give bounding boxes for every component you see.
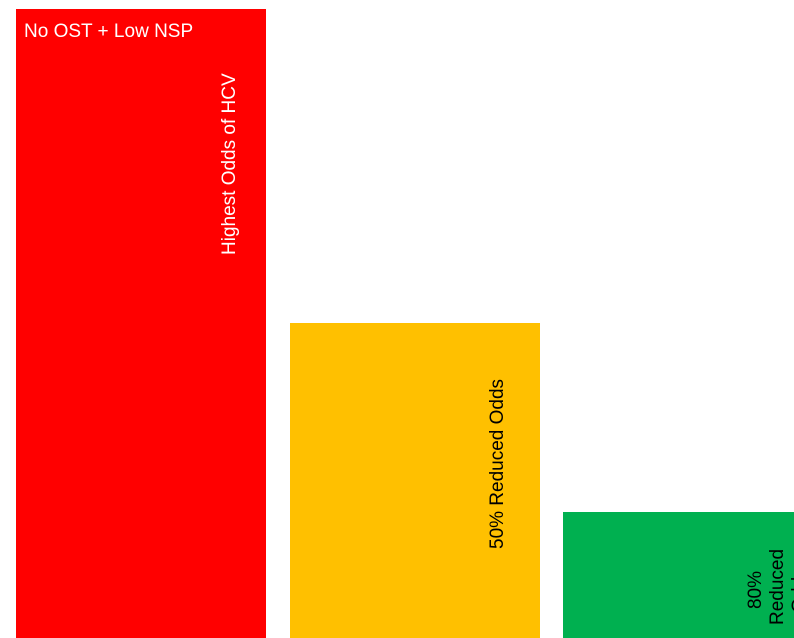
bar-3: 80% Reduced Odds: [563, 512, 794, 638]
bar-3-annotation: 80% Reduced Odds: [745, 548, 794, 625]
bar-1: No OST + Low NSP Highest Odds of HCV: [16, 9, 266, 638]
bar-1-category-label: No OST + Low NSP: [24, 21, 194, 42]
bar-2: 50% Reduced Odds: [290, 323, 540, 638]
bar-2-annotation: 50% Reduced Odds: [487, 378, 508, 549]
bar-1-annotation: Highest Odds of HCV: [219, 73, 240, 255]
